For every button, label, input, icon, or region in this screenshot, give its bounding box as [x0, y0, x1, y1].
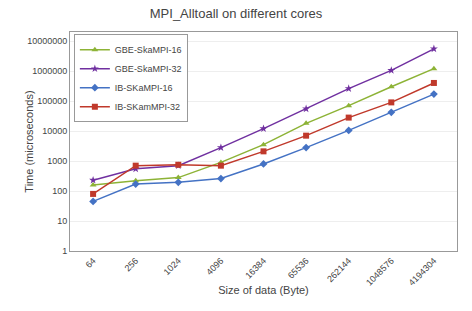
svg-text:1: 1 — [62, 246, 67, 256]
svg-text:10000: 10000 — [42, 126, 67, 136]
svg-text:GBE-SkaMPI-32: GBE-SkaMPI-32 — [115, 64, 182, 74]
svg-text:GBE-SkaMPI-16: GBE-SkaMPI-16 — [115, 45, 182, 55]
svg-text:IB-SKamMPI-32: IB-SKamMPI-32 — [115, 102, 180, 112]
svg-text:10000000: 10000000 — [27, 36, 67, 46]
svg-text:4096: 4096 — [204, 256, 225, 277]
svg-text:100000: 100000 — [37, 96, 67, 106]
svg-text:Size of data (Byte): Size of data (Byte) — [218, 284, 309, 296]
svg-text:65536: 65536 — [286, 256, 311, 281]
svg-text:1000: 1000 — [47, 156, 67, 166]
svg-text:1024: 1024 — [162, 256, 183, 277]
svg-text:262144: 262144 — [325, 256, 353, 284]
svg-text:1048576: 1048576 — [364, 256, 396, 288]
svg-text:100: 100 — [52, 186, 67, 196]
svg-text:10: 10 — [57, 216, 67, 226]
svg-text:IB-SKaMPI-16: IB-SKaMPI-16 — [115, 83, 173, 93]
svg-text:16384: 16384 — [243, 256, 268, 281]
svg-text:Time (microseconds): Time (microseconds) — [23, 90, 35, 192]
svg-text:4194304: 4194304 — [407, 256, 439, 288]
svg-text:256: 256 — [123, 256, 141, 274]
svg-text:MPI_Alltoall on different core: MPI_Alltoall on different cores — [150, 6, 323, 21]
svg-text:64: 64 — [84, 256, 98, 270]
svg-text:1000000: 1000000 — [32, 66, 67, 76]
